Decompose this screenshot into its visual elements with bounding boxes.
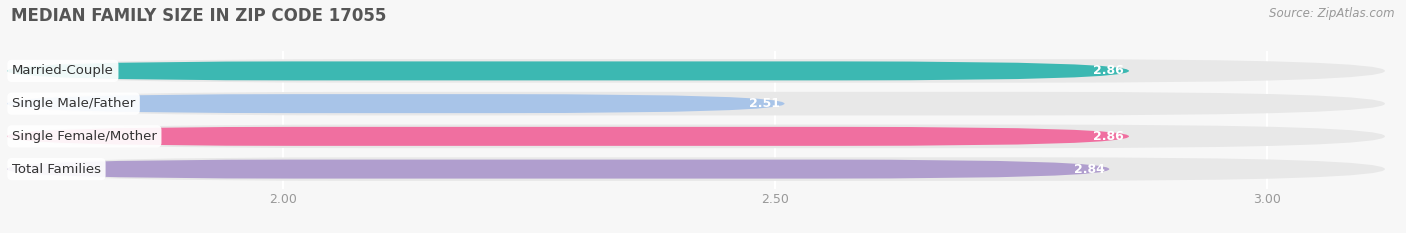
FancyBboxPatch shape — [7, 160, 1109, 178]
Text: Single Female/Mother: Single Female/Mother — [11, 130, 157, 143]
Text: 2.86: 2.86 — [1094, 64, 1123, 77]
FancyBboxPatch shape — [7, 157, 1385, 181]
FancyBboxPatch shape — [7, 125, 1385, 148]
Text: MEDIAN FAMILY SIZE IN ZIP CODE 17055: MEDIAN FAMILY SIZE IN ZIP CODE 17055 — [11, 7, 387, 25]
Text: Married-Couple: Married-Couple — [11, 64, 114, 77]
FancyBboxPatch shape — [7, 62, 1129, 80]
Text: 2.84: 2.84 — [1074, 163, 1105, 176]
Text: Total Families: Total Families — [11, 163, 101, 176]
FancyBboxPatch shape — [7, 92, 1385, 115]
Text: Source: ZipAtlas.com: Source: ZipAtlas.com — [1270, 7, 1395, 20]
FancyBboxPatch shape — [7, 94, 785, 113]
Text: 2.86: 2.86 — [1094, 130, 1123, 143]
Text: Single Male/Father: Single Male/Father — [11, 97, 135, 110]
Text: 2.51: 2.51 — [748, 97, 779, 110]
FancyBboxPatch shape — [7, 59, 1385, 83]
FancyBboxPatch shape — [7, 127, 1129, 146]
